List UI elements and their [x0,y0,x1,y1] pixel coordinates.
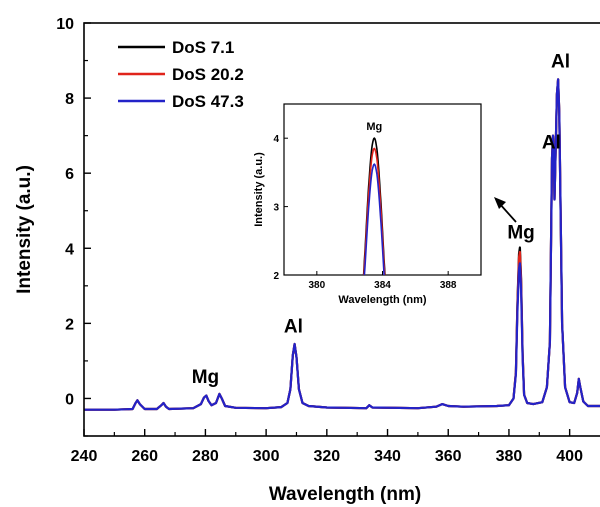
x-tick-label: 340 [374,448,401,465]
y-tick-label: 6 [65,166,74,183]
x-tick-label: 320 [313,448,340,465]
y-tick-label: 2 [65,316,74,333]
inset-series-line-1 [362,137,386,275]
inset-arrow-head [494,197,506,209]
x-axis-title: Wavelength (nm) [269,484,421,505]
inset-series-line-3 [363,163,385,275]
legend-label-1: DoS 7.1 [172,38,234,57]
x-tick-label: 380 [496,448,523,465]
peak-annotation: Mg [507,223,534,244]
peak-annotation: Al [284,316,303,337]
y-tick-label: 0 [65,391,74,408]
y-axis-title: Intensity (a.u.) [14,165,35,294]
legend-label-2: DoS 20.2 [172,65,244,84]
inset-arrow [498,202,517,223]
inset-x-axis-title: Wavelength (nm) [338,294,427,306]
y-tick-label: 4 [65,241,74,258]
inset-peak-annotation: Mg [366,121,382,133]
x-tick-label: 240 [71,448,98,465]
legend-label-3: DoS 47.3 [172,92,244,111]
inset-y-tick-label: 4 [273,134,279,145]
inset-y-tick-label: 3 [273,203,279,214]
plot-frame [83,22,600,437]
y-tick-label: 10 [56,16,74,33]
peak-annotation: Mg [192,367,219,388]
y-tick-label: 8 [65,91,74,108]
x-tick-label: 280 [192,448,219,465]
peak-annotation: Al [542,132,561,153]
series-line-3 [84,78,600,411]
x-tick-label: 400 [556,448,583,465]
x-tick-label: 360 [435,448,462,465]
inset-series-line-2 [363,147,386,275]
inset-x-tick-label: 384 [374,280,391,291]
inset-x-tick-label: 388 [440,280,457,291]
inset-y-axis-title: Intensity (a.u.) [253,152,265,227]
inset-y-tick-label: 2 [273,271,279,282]
x-tick-label: 300 [253,448,280,465]
x-tick-label: 260 [131,448,158,465]
peak-annotation: Al [551,52,570,73]
inset-x-tick-label: 380 [308,280,325,291]
